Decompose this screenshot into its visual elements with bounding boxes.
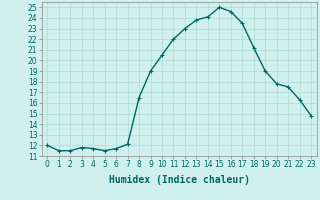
X-axis label: Humidex (Indice chaleur): Humidex (Indice chaleur) <box>109 175 250 185</box>
